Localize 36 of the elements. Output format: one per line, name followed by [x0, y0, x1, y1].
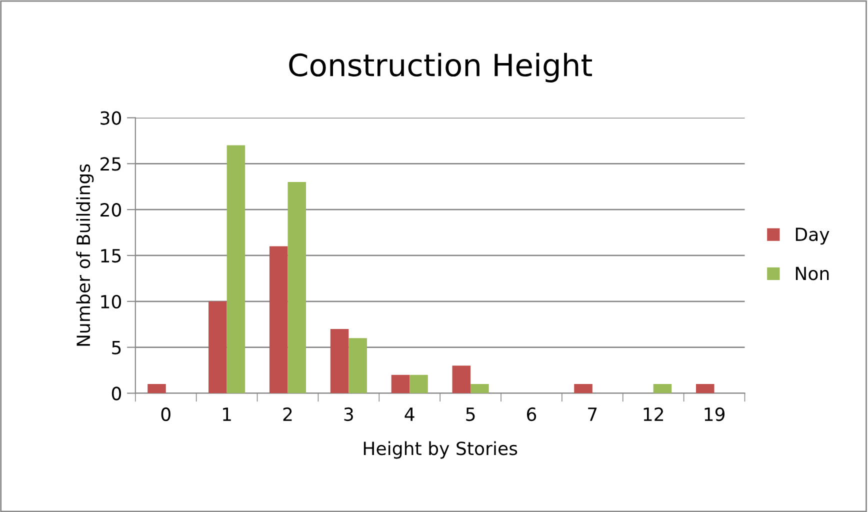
bar: [269, 246, 288, 394]
bar: [410, 374, 428, 394]
bar: [348, 338, 367, 394]
bar: [653, 384, 672, 394]
bar: [148, 384, 166, 394]
x-tick-label: 5: [466, 408, 475, 422]
bar: [452, 366, 471, 394]
x-tick-label: 12: [644, 407, 664, 421]
bar: [391, 374, 410, 394]
y-tick-label: 5: [112, 341, 121, 354]
x-tick-label: 19: [704, 407, 724, 422]
y-tick-label: 30: [100, 111, 122, 125]
y-tick-label: 10: [101, 294, 122, 309]
x-tick-label: 0: [161, 407, 170, 422]
x-tick-label: 3: [344, 407, 353, 422]
x-tick-label: 7: [588, 408, 597, 421]
y-axis-title: Number of Buildings: [76, 164, 94, 346]
x-tick-label: 6: [526, 407, 536, 422]
bar: [208, 301, 227, 394]
y-tick-label: 0: [112, 386, 122, 400]
y-tick-label: 25: [100, 157, 121, 171]
chart-title: Construction Height: [289, 52, 592, 82]
bar: [330, 328, 349, 394]
legend-label: Day: [796, 228, 830, 245]
bar: [226, 145, 246, 394]
y-tick-label: 20: [100, 203, 122, 217]
x-axis-title: Height by Stories: [364, 441, 518, 459]
bar: [288, 182, 306, 394]
x-tick-label: 4: [404, 408, 414, 421]
bar: [696, 384, 714, 394]
bar: [470, 384, 489, 394]
bar: [574, 384, 592, 394]
x-tick-label: 2: [283, 407, 292, 421]
legend-label: Non: [796, 266, 829, 280]
x-tick-label: 1: [223, 408, 231, 421]
y-tick-label: 15: [101, 249, 121, 263]
